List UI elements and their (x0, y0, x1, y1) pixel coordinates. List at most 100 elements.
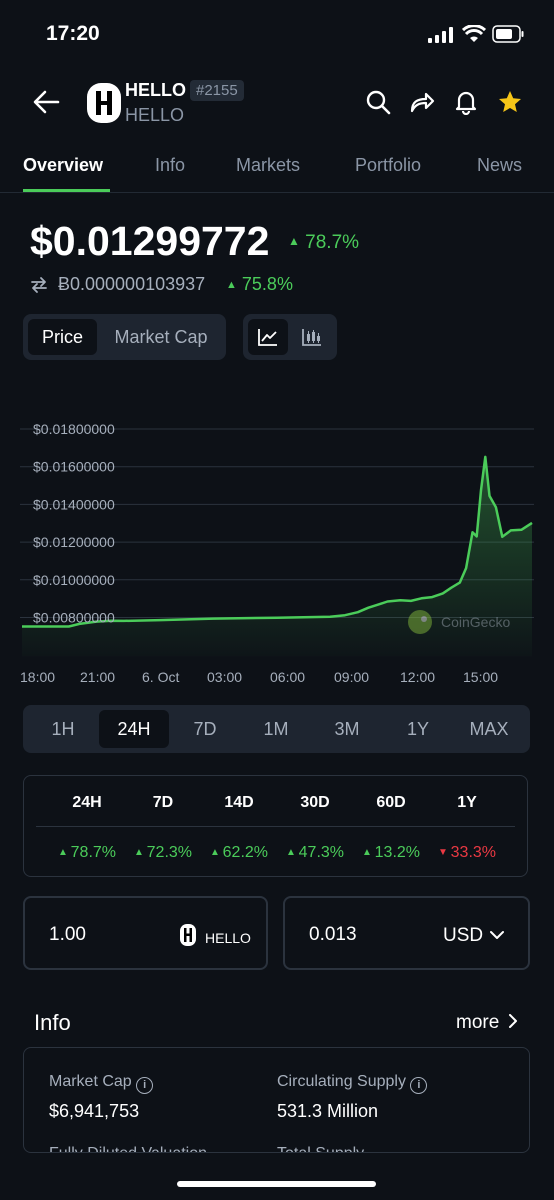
price-usd: $0.01299772 (30, 218, 270, 264)
converter-token-box[interactable]: 1.00 HELLO (23, 896, 268, 970)
performance-divider (36, 826, 515, 827)
performance-value: ▲ 62.2% (199, 844, 279, 862)
active-tab-indicator (23, 189, 110, 192)
performance-table: 24H 7D 14D 30D 60D 1Y ▲ 78.7% ▲ 72.3% ▲ 62.2% ▲ 4… (23, 775, 528, 877)
performance-header: 14D (224, 794, 254, 811)
y-tick-label: $0.01600000 (33, 459, 115, 475)
price-btc-change-value: 75.8% (241, 274, 293, 294)
tab-portfolio[interactable]: Portfolio (355, 155, 422, 175)
fdv-label: Fully Diluted Valuation (49, 1145, 207, 1152)
wifi-icon (462, 25, 486, 42)
price-usd-change: ▲ 78.7% (288, 232, 359, 254)
range-button-1h[interactable]: 1H (51, 719, 75, 739)
line-chart-button[interactable] (248, 319, 288, 355)
x-tick-label: 12:00 (400, 669, 435, 685)
range-button-1m[interactable]: 1M (263, 719, 289, 739)
tabs-divider (0, 192, 554, 193)
up-triangle-icon: ▲ (209, 847, 223, 858)
tab-info[interactable]: Info (155, 155, 186, 175)
converter-result-amount[interactable]: 0.013 (309, 924, 357, 945)
info-section-title: Info (34, 1010, 71, 1035)
x-tick-label: 06:00 (270, 669, 305, 685)
info-more-label: more (456, 1012, 500, 1033)
tab-markets[interactable]: Markets (236, 155, 301, 175)
info-more-link[interactable]: more (456, 1012, 518, 1034)
performance-value: ▲ 78.7% (47, 844, 127, 862)
home-indicator[interactable] (177, 1181, 376, 1187)
circulating-supply-label-text: Circulating Supply (277, 1073, 406, 1090)
performance-header: 7D (152, 794, 174, 811)
info-card: Market Cap i $6,941,753 Circulating Supp… (23, 1047, 530, 1153)
bell-icon[interactable] (453, 89, 479, 115)
price-chart[interactable]: CoinGecko $0.01800000 $0.01600000 $0.01400… (0, 400, 554, 700)
x-tick-label: 09:00 (334, 669, 369, 685)
coin-symbol: HELLO (125, 80, 186, 100)
converter-token-symbol: HELLO (205, 930, 251, 946)
up-triangle-icon: ▲ (226, 279, 237, 291)
market-cap-label-text: Market Cap (49, 1073, 132, 1090)
down-triangle-icon: ▼ (437, 847, 451, 858)
swap-arrows-icon[interactable] (30, 276, 48, 294)
range-button-1y[interactable]: 1Y (406, 719, 430, 739)
market-cap-value: $6,941,753 (49, 1101, 140, 1121)
y-tick-label: $0.00800000 (33, 610, 115, 626)
tab-news[interactable]: News (477, 155, 523, 175)
range-button-max[interactable]: MAX (469, 719, 509, 739)
up-triangle-icon: ▲ (285, 847, 299, 858)
converter-currency-box[interactable]: 0.013 USD (283, 896, 530, 970)
chart-type-toggle (243, 314, 337, 360)
performance-value-text: 33.3% (450, 844, 497, 861)
performance-header: 1Y (457, 794, 477, 811)
up-triangle-icon: ▲ (133, 847, 147, 858)
currency-select[interactable]: USD (443, 925, 484, 946)
range-button-3m[interactable]: 3M (334, 719, 360, 739)
circulating-supply-label: Circulating Supply i (277, 1073, 428, 1094)
tab-overview[interactable]: Overview (23, 155, 104, 175)
performance-header: 30D (300, 794, 330, 811)
total-supply-label: Total Supply (277, 1145, 364, 1152)
performance-value: ▲ 72.3% (123, 844, 203, 862)
performance-value-text: 78.7% (70, 844, 117, 861)
converter-token-amount[interactable]: 1.00 (49, 924, 86, 945)
hello-coin-logo (87, 83, 121, 123)
rank-badge: #2155 (190, 80, 244, 101)
price-btc-change: ▲ 75.8% (226, 274, 293, 295)
status-time: 17:20 (46, 22, 100, 45)
price-area-fill (22, 456, 532, 657)
x-tick-label: 18:00 (20, 669, 55, 685)
range-button-7d[interactable]: 7D (193, 719, 217, 739)
line-chart-icon (258, 329, 277, 346)
performance-header: 24H (72, 794, 102, 811)
coingecko-watermark: CoinGecko (408, 610, 510, 634)
info-circle-icon[interactable]: i (136, 1077, 154, 1094)
metric-toggle: Price Market Cap (23, 314, 226, 360)
performance-value: ▼ 33.3% (427, 844, 507, 862)
star-icon[interactable] (497, 89, 523, 115)
candlestick-icon (302, 329, 321, 346)
price-line (22, 455, 533, 628)
market-cap-toggle-button[interactable]: Market Cap (114, 327, 208, 347)
hello-token-icon (180, 924, 196, 946)
up-triangle-icon: ▲ (57, 847, 71, 858)
chevron-right-icon (508, 1014, 517, 1028)
cellular-signal-icon (428, 27, 453, 43)
y-tick-label: $0.01800000 (33, 421, 115, 437)
circulating-supply-value: 531.3 Million (277, 1101, 379, 1121)
range-button-24h[interactable]: 24H (99, 710, 169, 748)
x-tick-label: 21:00 (80, 669, 115, 685)
chevron-down-icon (490, 931, 504, 939)
price-usd-change-value: 78.7% (305, 232, 360, 253)
search-icon[interactable] (365, 89, 391, 115)
info-circle-icon[interactable]: i (410, 1077, 428, 1094)
y-tick-label: $0.01200000 (33, 534, 115, 550)
candlestick-chart-button[interactable] (292, 319, 332, 355)
share-icon[interactable] (409, 89, 435, 115)
back-arrow-icon[interactable] (30, 86, 62, 118)
y-tick-label: $0.01400000 (33, 496, 115, 512)
price-btc: Ƀ0.000000103937 (58, 274, 206, 294)
watermark-text: CoinGecko (441, 614, 510, 630)
y-tick-label: $0.01000000 (33, 572, 115, 588)
price-toggle-button[interactable]: Price (28, 319, 97, 355)
performance-value-text: 13.2% (374, 844, 421, 861)
performance-value: ▲ 13.2% (351, 844, 431, 862)
